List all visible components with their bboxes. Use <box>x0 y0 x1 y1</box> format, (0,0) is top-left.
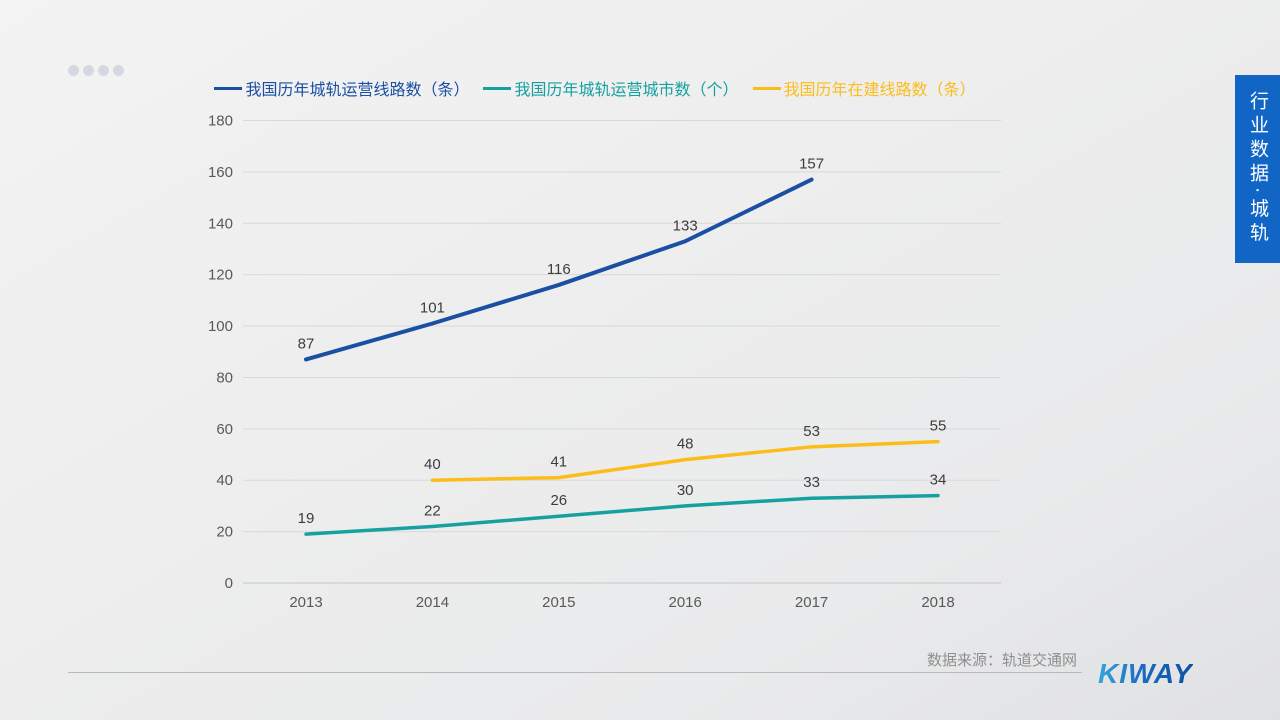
y-tick-label: 120 <box>208 267 233 284</box>
data-label: 41 <box>550 454 567 471</box>
pagination-dot <box>83 65 94 76</box>
x-tick-label: 2016 <box>669 594 702 611</box>
legend-item: 我国历年在建线路数（条） <box>752 76 976 100</box>
y-tick-label: 20 <box>216 524 233 541</box>
data-label: 157 <box>799 156 824 173</box>
legend-item: 我国历年城轨运营城市数（个） <box>483 76 739 100</box>
data-label: 19 <box>298 510 315 527</box>
y-tick-label: 40 <box>216 472 233 489</box>
x-tick-label: 2014 <box>416 594 449 611</box>
y-tick-label: 100 <box>208 318 233 335</box>
data-label: 116 <box>547 261 571 278</box>
legend-swatch <box>752 86 781 90</box>
x-tick-label: 2015 <box>542 594 575 611</box>
legend-swatch <box>214 86 243 90</box>
legend-swatch <box>483 86 512 90</box>
x-tick-label: 2017 <box>795 594 828 611</box>
footer-divider <box>68 672 1082 673</box>
legend-label: 我国历年在建线路数（条） <box>783 82 976 99</box>
section-tab-label: 行业数据·城轨 <box>1247 91 1268 247</box>
data-label: 101 <box>420 299 445 316</box>
data-label: 53 <box>803 423 820 440</box>
pagination-dot <box>113 65 124 76</box>
y-tick-label: 60 <box>216 421 233 438</box>
section-tab: 行业数据·城轨 <box>1235 75 1280 263</box>
series-line <box>430 439 940 482</box>
data-label: 40 <box>424 456 441 473</box>
x-tick-label: 2018 <box>921 594 954 611</box>
data-label: 33 <box>803 474 820 491</box>
legend-item: 我国历年城轨运营线路数（条） <box>214 76 469 100</box>
pagination-dots <box>68 65 124 76</box>
y-tick-label: 0 <box>225 575 233 592</box>
x-tick-label: 2013 <box>289 594 322 611</box>
y-tick-label: 180 <box>208 113 233 130</box>
pagination-dot <box>98 65 109 76</box>
data-label: 87 <box>298 335 315 352</box>
y-tick-label: 140 <box>208 215 233 232</box>
chart-legend: 我国历年城轨运营线路数（条） 我国历年城轨运营城市数（个） 我国历年在建线路数（条） <box>180 76 1010 100</box>
data-label: 30 <box>677 482 694 499</box>
data-label: 22 <box>424 502 441 519</box>
legend-label: 我国历年城轨运营城市数（个） <box>514 82 739 99</box>
data-label: 34 <box>930 472 947 489</box>
kiway-logo: KIWAY <box>1098 658 1193 689</box>
data-label: 55 <box>930 418 947 435</box>
data-source-note: 数据来源：轨道交通网 <box>926 652 1077 669</box>
series-line <box>304 493 940 536</box>
y-tick-label: 80 <box>216 369 233 386</box>
data-label: 26 <box>550 492 567 509</box>
pagination-dot <box>68 65 79 76</box>
data-label: 48 <box>677 436 694 453</box>
series-line <box>304 177 814 362</box>
data-label: 133 <box>673 217 698 234</box>
legend-label: 我国历年城轨运营线路数（条） <box>245 82 470 99</box>
y-tick-label: 160 <box>208 164 233 181</box>
